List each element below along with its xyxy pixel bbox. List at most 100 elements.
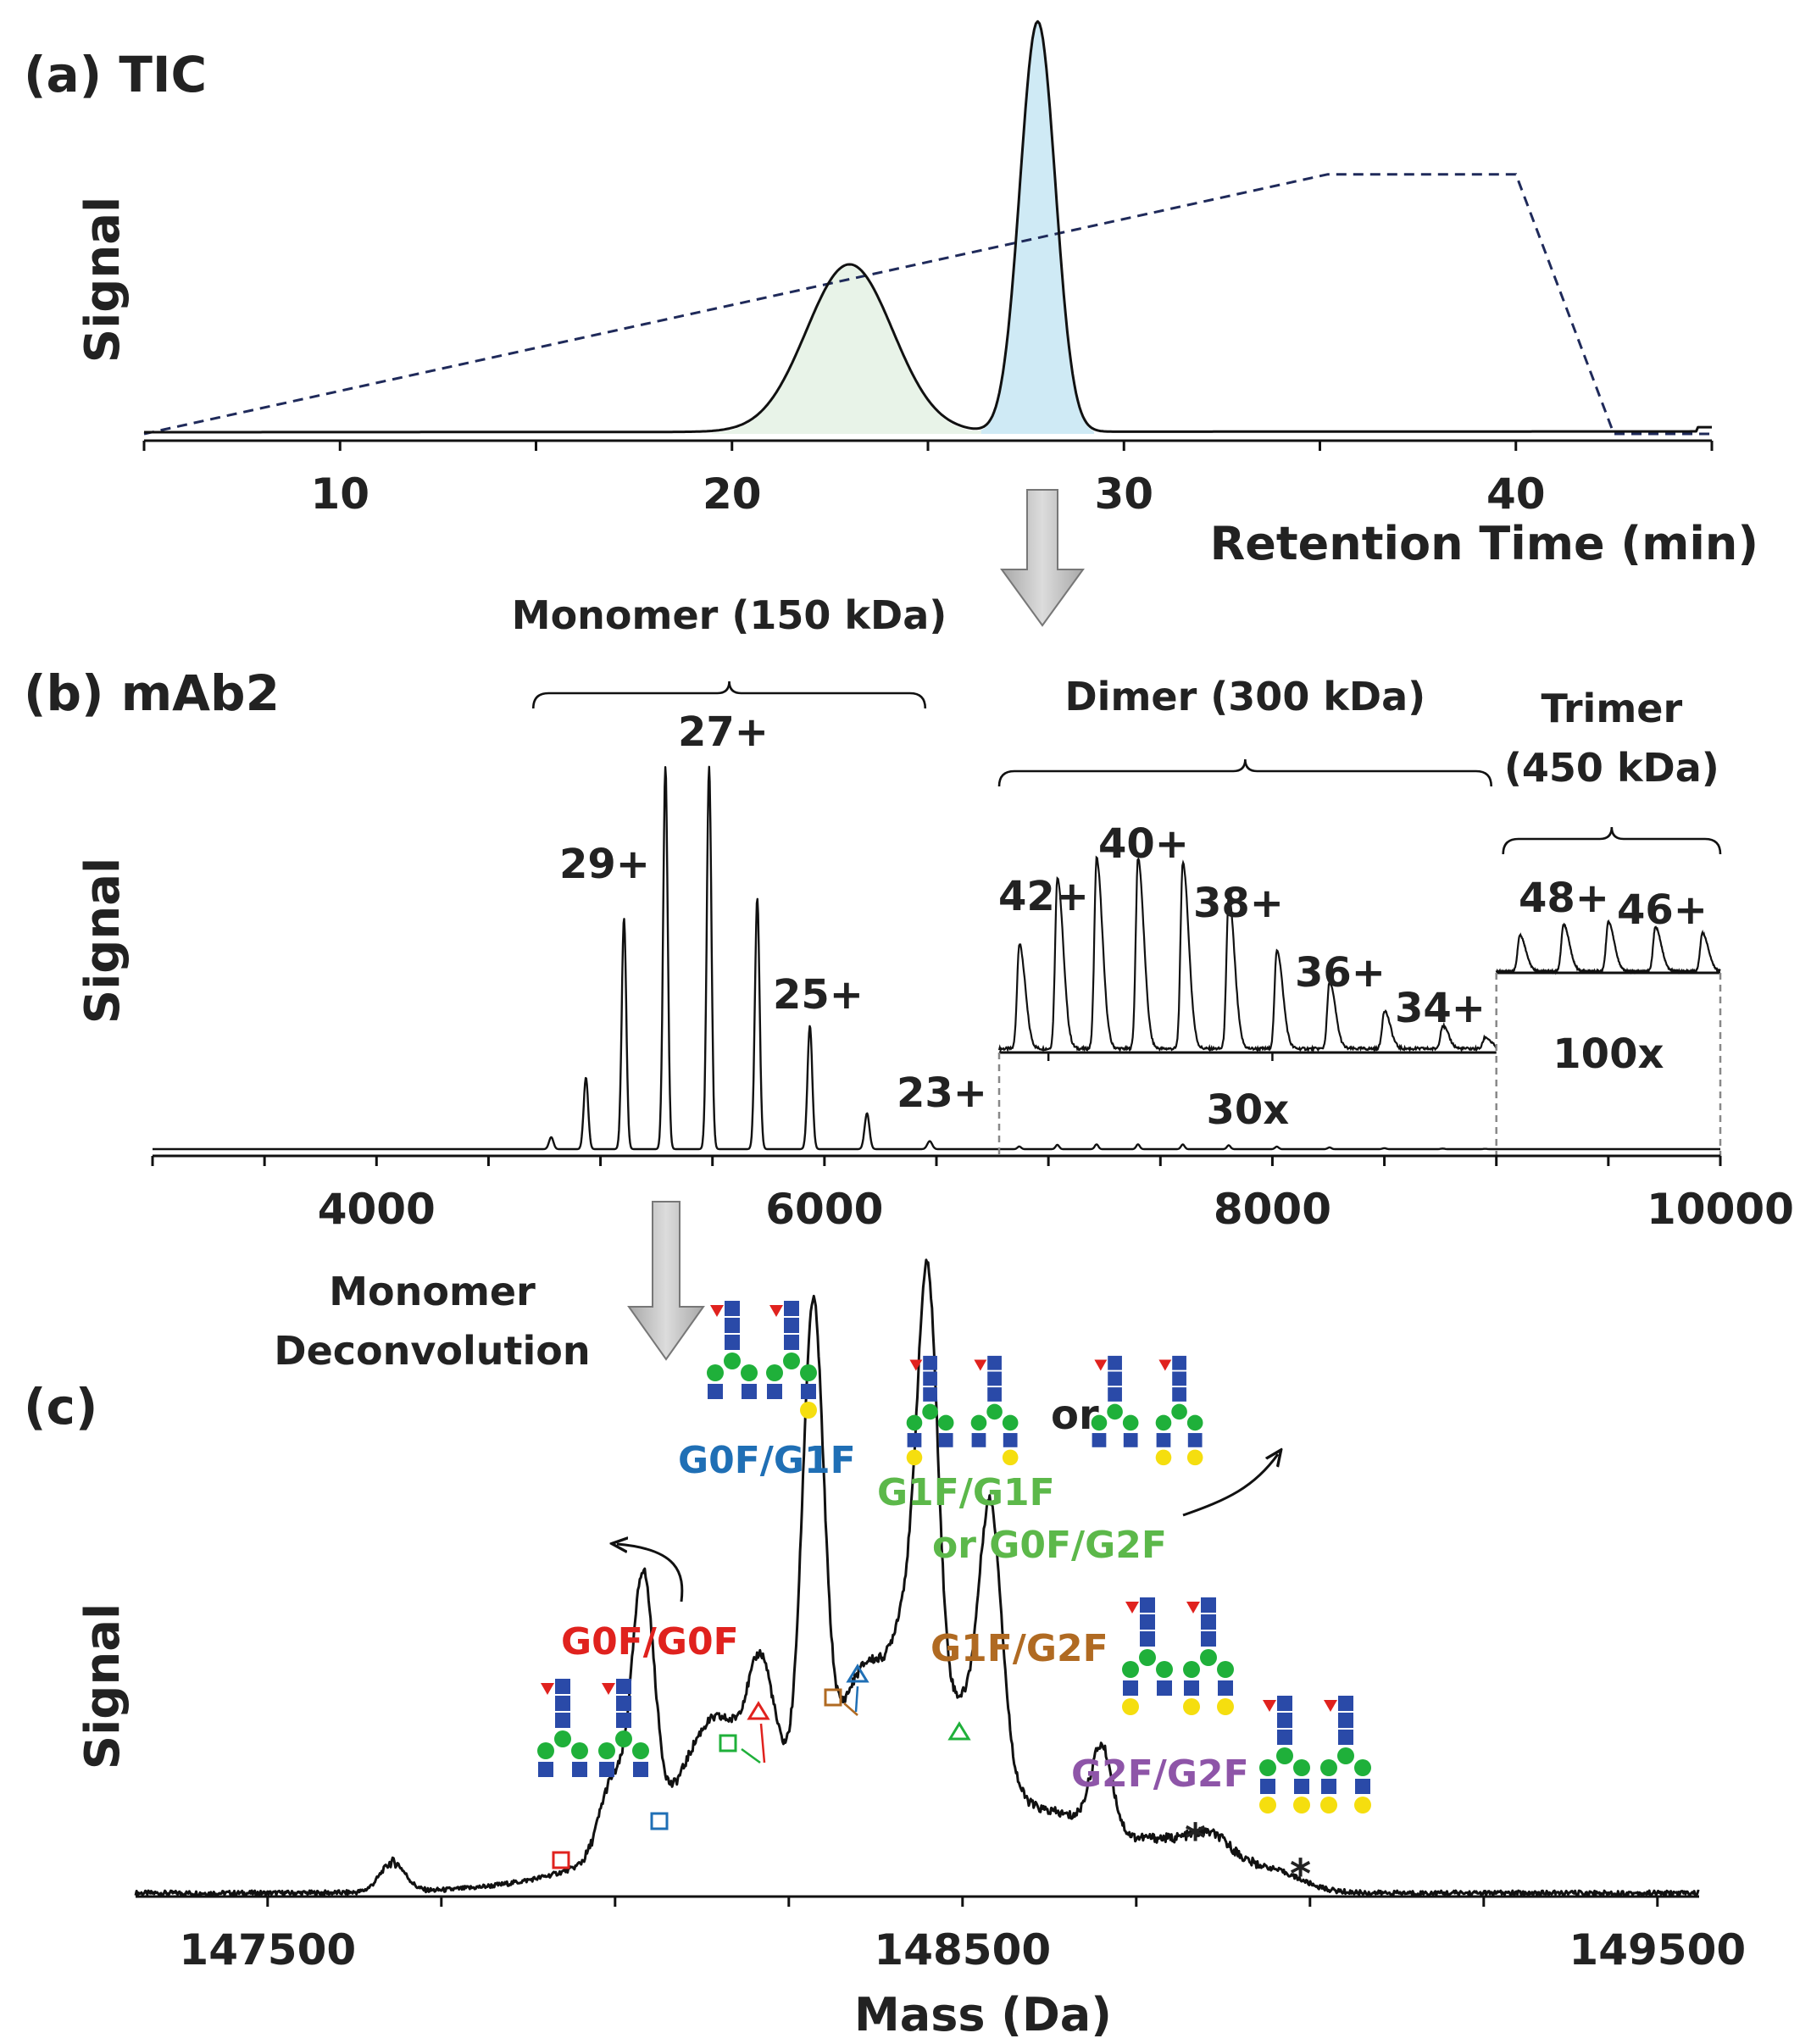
glcnac-square-icon xyxy=(1355,1779,1370,1794)
charge-label-40: 40+ xyxy=(1098,820,1189,868)
glcnac-square-icon xyxy=(1140,1614,1155,1630)
glcnac-square-icon xyxy=(784,1301,799,1316)
mannose-circle-icon xyxy=(1217,1661,1234,1678)
mannose-circle-icon xyxy=(766,1364,783,1381)
deconvolution-label-line2: Deconvolution xyxy=(274,1328,590,1374)
charge-label-38: 38+ xyxy=(1193,880,1284,927)
panel-c-ylabel: Signal xyxy=(75,1603,131,1769)
glycan-icon xyxy=(1122,1597,1173,1715)
mannose-circle-icon xyxy=(615,1730,632,1747)
panel-c-tick-label: 147500 xyxy=(179,1925,356,1975)
panel-b: (b) mAb2 Signal Monomer (150 kDa) Dimer (… xyxy=(24,592,1794,1234)
glcnac-square-icon xyxy=(1338,1696,1353,1711)
glcnac-square-icon xyxy=(1140,1597,1155,1613)
panel-c-tick-label: 148500 xyxy=(874,1925,1051,1975)
glcnac-square-icon xyxy=(555,1696,570,1711)
mannose-circle-icon xyxy=(554,1730,571,1747)
panel-c-xlabel: Mass (Da) xyxy=(854,1988,1112,2041)
glcnac-square-icon xyxy=(1321,1779,1336,1794)
green-triangle-icon xyxy=(947,1721,971,1741)
glcnac-square-icon xyxy=(1184,1680,1199,1696)
mannose-circle-icon xyxy=(1156,1661,1173,1678)
galactose-circle-icon xyxy=(1155,1449,1172,1466)
star-annotation-1: * xyxy=(1185,1815,1206,1863)
glcnac-square-icon xyxy=(616,1679,631,1694)
glcnac-square-icon xyxy=(923,1371,937,1386)
glcnac-square-icon xyxy=(555,1713,570,1728)
panel-a-peak-fills xyxy=(711,23,1095,435)
panel-b-ylabel: Signal xyxy=(75,858,131,1024)
glcnac-square-icon xyxy=(725,1301,740,1316)
charge-label-34: 34+ xyxy=(1395,985,1486,1032)
glcnac-square-icon xyxy=(572,1762,587,1777)
glcnac-square-icon xyxy=(767,1384,782,1399)
label-g1f-g2f: G1F/G2F xyxy=(930,1627,1108,1670)
glcnac-square-icon xyxy=(1108,1371,1122,1386)
panel-a-gradient-line xyxy=(143,173,1712,436)
glcnac-square-icon xyxy=(907,1433,922,1447)
mannose-circle-icon xyxy=(1002,1414,1019,1431)
glcnac-square-icon xyxy=(784,1318,799,1333)
glcnac-square-icon xyxy=(1108,1387,1122,1402)
mannose-circle-icon xyxy=(986,1403,1003,1420)
charge-label-29: 29+ xyxy=(559,841,650,888)
glcnac-square-icon xyxy=(742,1384,757,1399)
panel-a-x-ticks: 10 20 30 40 xyxy=(142,441,1714,519)
glycan-icon xyxy=(1155,1355,1203,1466)
glcnac-square-icon xyxy=(1201,1597,1216,1613)
mannose-circle-icon xyxy=(1276,1747,1293,1764)
panel-a-tick-label: 10 xyxy=(310,469,369,519)
panel-c-tick-label: 149500 xyxy=(1569,1925,1746,1975)
mannose-circle-icon xyxy=(707,1364,724,1381)
brown-connector-line xyxy=(843,1702,858,1716)
glcnac-square-icon xyxy=(1140,1631,1155,1647)
mannose-circle-icon xyxy=(1139,1649,1156,1666)
green-connector-line xyxy=(741,1747,761,1764)
panel-a-ylabel: Signal xyxy=(75,197,131,363)
galactose-circle-icon xyxy=(800,1402,817,1419)
mannose-circle-icon xyxy=(571,1742,588,1759)
panel-c-x-ticks: 147500 148500 149500 xyxy=(179,1897,1746,1975)
brown-square-icon xyxy=(824,1688,842,1707)
panel-b-tick-label: 10000 xyxy=(1647,1185,1794,1234)
glcnac-square-icon xyxy=(616,1696,631,1711)
glcnac-square-icon xyxy=(599,1762,614,1777)
glcnac-square-icon xyxy=(725,1318,740,1333)
mannose-circle-icon xyxy=(537,1742,554,1759)
deconvolution-label-line1: Monomer xyxy=(329,1269,536,1314)
galactose-circle-icon xyxy=(906,1449,923,1466)
blue-triangle-icon xyxy=(846,1664,869,1683)
mannose-circle-icon xyxy=(1107,1403,1123,1420)
panel-b-insets: 30x 100x xyxy=(997,855,1722,1156)
glcnac-square-icon xyxy=(1172,1371,1186,1386)
galactose-circle-icon xyxy=(1259,1797,1276,1813)
inset-trace-100x xyxy=(1495,919,1721,975)
galactose-circle-icon xyxy=(1122,1698,1139,1715)
mannose-circle-icon xyxy=(937,1414,954,1431)
glcnac-square-icon xyxy=(1201,1631,1216,1647)
glycan-icon xyxy=(707,1301,758,1399)
glycan-icon xyxy=(970,1355,1019,1466)
glcnac-square-icon xyxy=(1338,1713,1353,1728)
panel-a-peak-fill-monomer xyxy=(711,266,988,434)
glcnac-square-icon xyxy=(1187,1433,1203,1447)
glcnac-square-icon xyxy=(784,1335,799,1350)
bracket-1 xyxy=(997,758,1493,787)
mannose-circle-icon xyxy=(906,1414,923,1431)
blue-connector-line xyxy=(854,1686,859,1713)
glycan-icon xyxy=(537,1679,588,1777)
glcnac-square-icon xyxy=(555,1679,570,1694)
fucose-triangle-icon xyxy=(602,1683,615,1695)
glcnac-square-icon xyxy=(1123,1433,1138,1447)
mannose-circle-icon xyxy=(1122,1414,1139,1431)
charge-label-23: 23+ xyxy=(897,1069,987,1117)
glcnac-square-icon xyxy=(1277,1730,1292,1745)
panel-c-trace xyxy=(134,1258,1700,1897)
red-connector-line xyxy=(759,1723,766,1764)
panel-c: (c) Signal 147500 148500 149500 Mass (Da) … xyxy=(24,1258,1746,2041)
mannose-circle-icon xyxy=(1293,1759,1310,1776)
panel-b-x-ticks: 4000 6000 8000 10000 xyxy=(151,1156,1794,1234)
charge-label-48: 48+ xyxy=(1519,875,1609,922)
green-square-icon xyxy=(719,1734,737,1752)
red-triangle-icon xyxy=(747,1701,770,1720)
